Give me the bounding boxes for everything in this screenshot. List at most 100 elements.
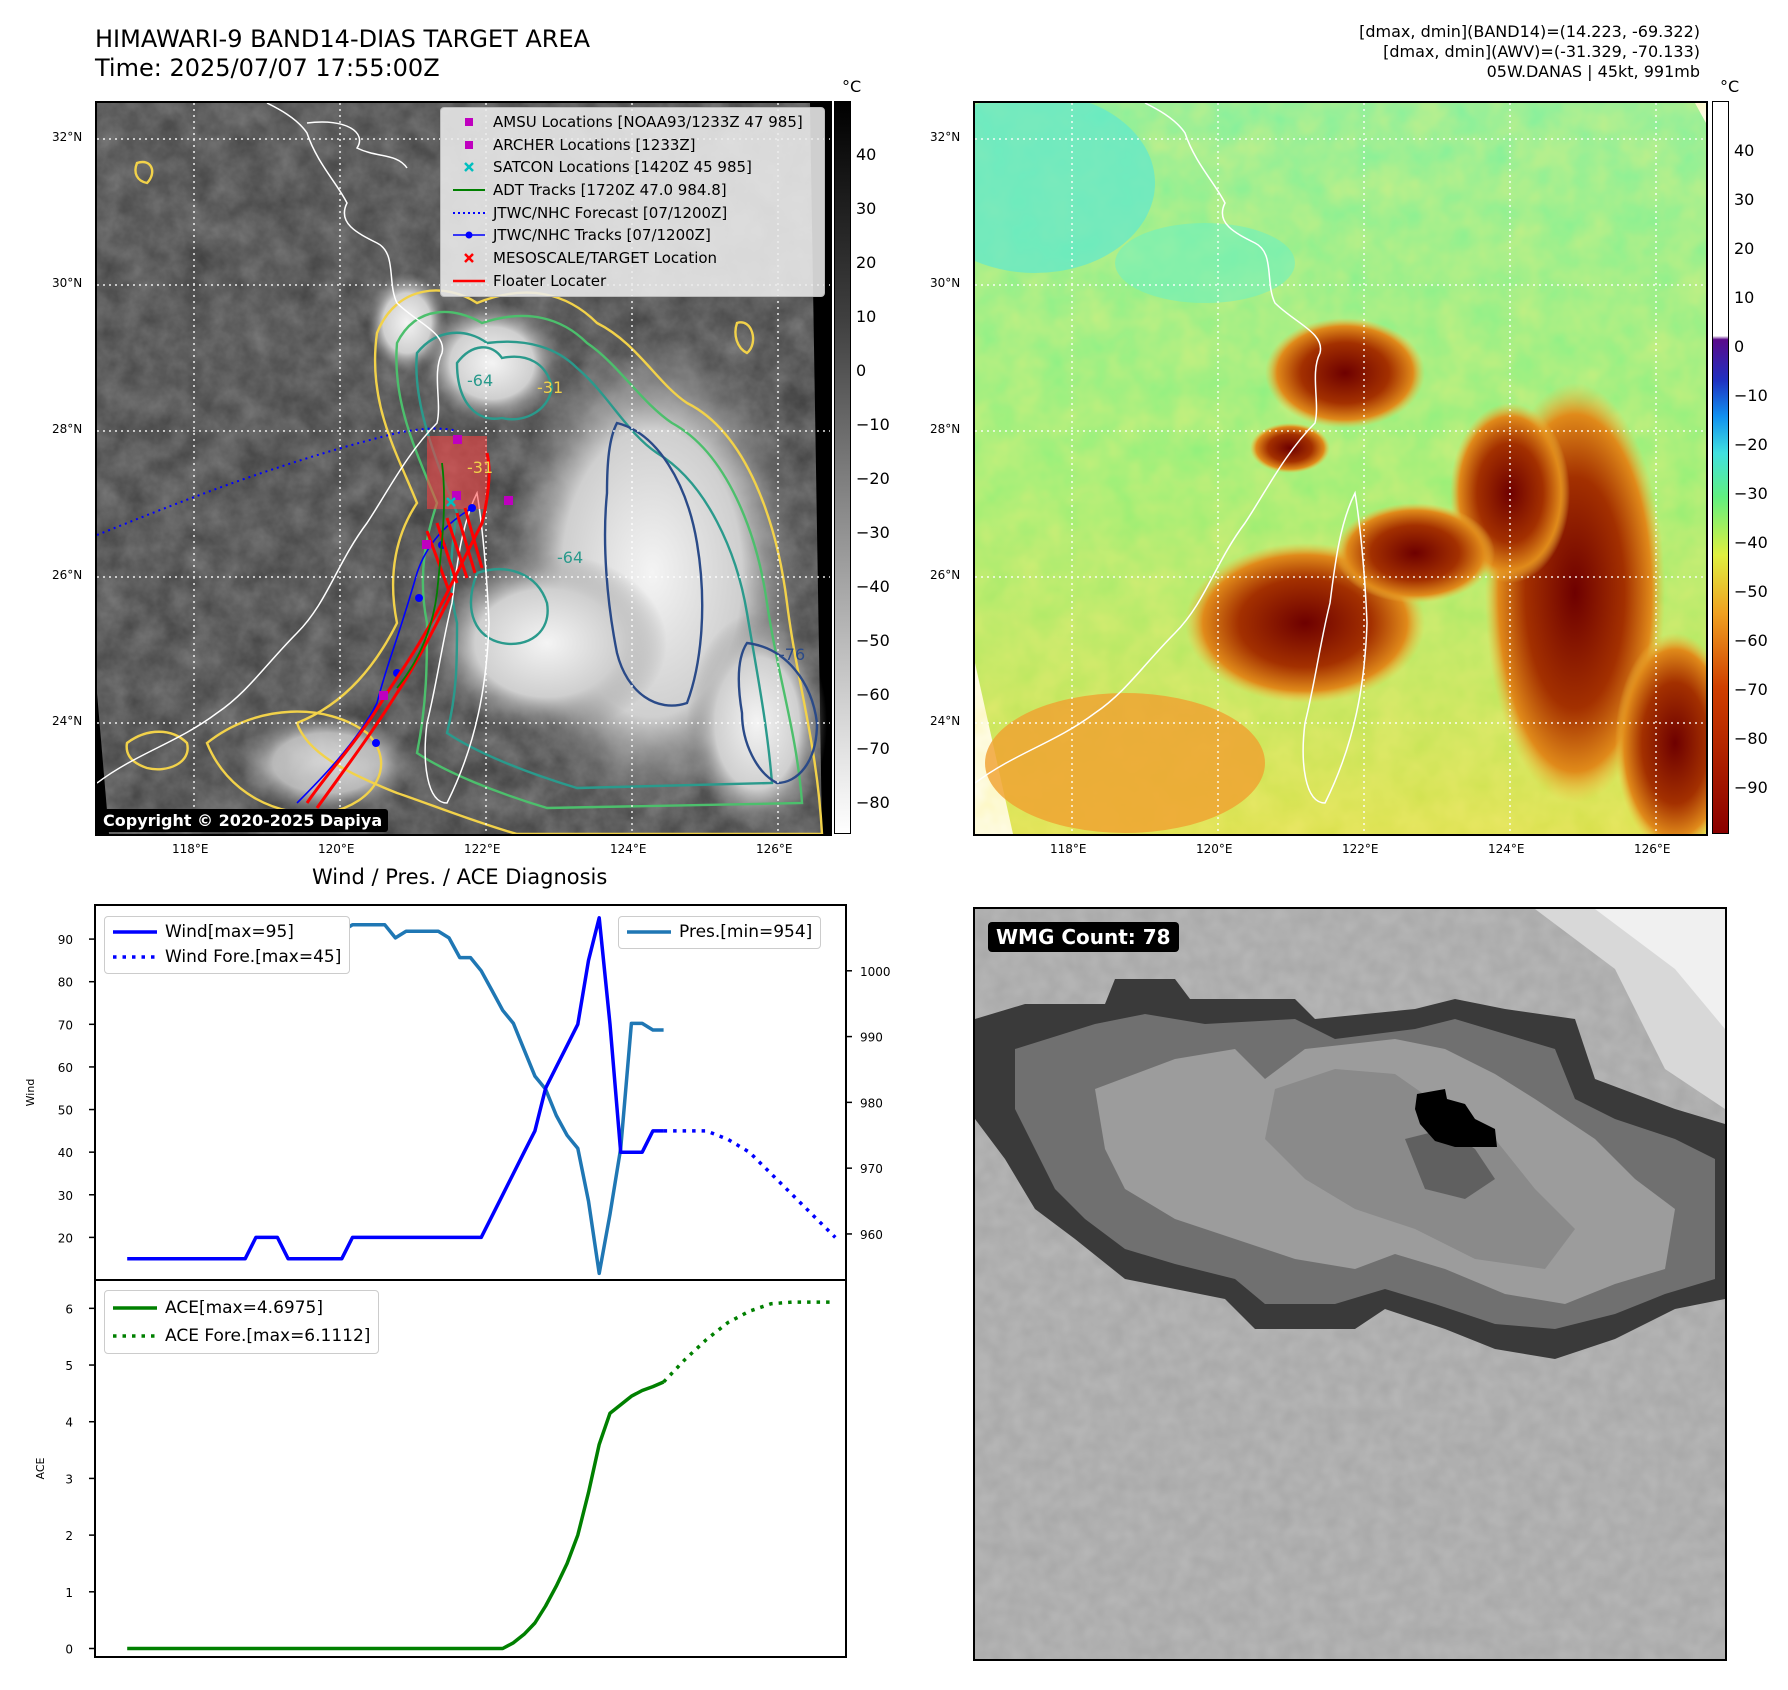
- wind-tick-label: 20: [58, 1231, 73, 1245]
- legend-dotted-icon: [113, 955, 157, 959]
- wv-colorbar: [1712, 101, 1729, 834]
- storm-info-line3: 05W.DANAS | 45kt, 991mb: [1486, 62, 1700, 81]
- lat-label: 26°N: [52, 568, 83, 582]
- lon-label: 124°E: [1488, 842, 1525, 856]
- ace-tick-label: 3: [65, 1472, 73, 1486]
- lat-label: 26°N: [930, 568, 961, 582]
- legend-item: MESOSCALE/TARGET Location: [441, 247, 824, 270]
- colorbar-tick: −60: [1734, 631, 1768, 650]
- legend-item: SATCON Locations [1420Z 45 985]: [441, 156, 824, 179]
- ace-tick-label: 6: [65, 1302, 73, 1316]
- legend-item: ACE[max=4.6975]: [113, 1294, 370, 1322]
- colorbar-tick: 10: [1734, 288, 1755, 307]
- dotted-line-icon: [453, 202, 485, 225]
- wind-tick-label: 60: [58, 1061, 73, 1075]
- colorbar-tick: −80: [1734, 729, 1768, 748]
- pressure-tick-label: 980: [860, 1096, 883, 1110]
- contour-label: -76: [779, 645, 806, 664]
- wmg-count-badge: WMG Count: 78: [988, 922, 1179, 952]
- lat-label: 32°N: [930, 130, 961, 144]
- square-icon: [453, 134, 485, 157]
- lon-label: 126°E: [1634, 842, 1671, 856]
- lon-label: 124°E: [610, 842, 647, 856]
- colorbar-tick: 30: [856, 199, 877, 218]
- colorbar-tick: −70: [856, 739, 890, 758]
- pressure-tick-label: 960: [860, 1228, 883, 1242]
- storm-info: [dmax, dmin](BAND14)=(14.223, -69.322) […: [1359, 22, 1700, 82]
- lon-label: 122°E: [464, 842, 501, 856]
- lon-label: 120°E: [1196, 842, 1233, 856]
- colorbar-tick: −10: [856, 415, 890, 434]
- ace-line: [127, 1380, 665, 1651]
- wmg-panel: WMG Count: 78: [973, 907, 1727, 1661]
- ace-axis-label: ACE: [34, 1457, 47, 1479]
- wind-line: [127, 916, 664, 1261]
- colorbar-tick: 10: [856, 307, 877, 326]
- line-dot-icon: [453, 224, 485, 247]
- lat-label: 28°N: [52, 422, 83, 436]
- colorbar-tick: −90: [1734, 778, 1768, 797]
- lon-label: 120°E: [318, 842, 355, 856]
- legend-line-icon: [627, 930, 671, 934]
- colorbar-tick: −40: [1734, 533, 1768, 552]
- ir-map-panel: -31 -64 -76 -64 -31 AMSU Locations [NOAA…: [95, 101, 832, 836]
- colorbar-unit: °C: [1720, 77, 1740, 96]
- lon-label: 118°E: [1050, 842, 1087, 856]
- legend-item: JTWC/NHC Forecast [07/1200Z]: [441, 202, 824, 225]
- colorbar-tick: −40: [856, 577, 890, 596]
- chart-title-line1: HIMAWARI-9 BAND14-DIAS TARGET AREA: [95, 25, 591, 53]
- ace-tick-label: 4: [65, 1416, 73, 1430]
- legend-item: Pres.[min=954]: [627, 920, 812, 945]
- legend-item: ARCHER Locations [1233Z]: [441, 134, 824, 157]
- legend-item: AMSU Locations [NOAA93/1233Z 47 985]: [441, 111, 824, 134]
- legend-item: ACE Fore.[max=6.1112]: [113, 1322, 370, 1350]
- ace-forecast-line: [662, 1300, 836, 1384]
- colorbar-tick: −30: [1734, 484, 1768, 503]
- colorbar-tick: −50: [856, 631, 890, 650]
- wv-map-panel: [973, 101, 1708, 836]
- ace-legend: ACE[max=4.6975] ACE Fore.[max=6.1112]: [104, 1290, 380, 1354]
- colorbar-tick: 20: [856, 253, 877, 272]
- colorbar-tick: 0: [856, 361, 867, 380]
- contour-label: -31: [467, 458, 494, 477]
- lat-label: 30°N: [52, 276, 83, 290]
- wind-tick-label: 70: [58, 1018, 73, 1032]
- legend-item: Floater Locater: [441, 270, 824, 293]
- ace-tick-label: 0: [65, 1642, 73, 1656]
- wmg-image: [975, 909, 1725, 1659]
- wind-tick-label: 30: [58, 1189, 73, 1203]
- colorbar-tick: 0: [1734, 337, 1745, 356]
- diagnosis-chart: 20304050607080909609709809901000WindPres…: [24, 904, 891, 1658]
- chart-title: HIMAWARI-9 BAND14-DIAS TARGET AREA Time:…: [95, 25, 590, 83]
- storm-info-line1: [dmax, dmin](BAND14)=(14.223, -69.322): [1359, 22, 1700, 41]
- line-icon: [453, 179, 485, 202]
- legend-item: JTWC/NHC Tracks [07/1200Z]: [441, 224, 824, 247]
- colorbar-tick: −50: [1734, 582, 1768, 601]
- colorbar-tick: −20: [856, 469, 890, 488]
- map-legend: AMSU Locations [NOAA93/1233Z 47 985] ARC…: [440, 107, 825, 297]
- wind-tick-label: 90: [58, 933, 73, 947]
- ace-tick-label: 2: [65, 1529, 73, 1543]
- contour-label: -64: [467, 371, 494, 390]
- legend-line-icon: [113, 930, 157, 934]
- legend-line-icon: [113, 1306, 157, 1310]
- wind-legend: Wind[max=95] Wind Fore.[max=45]: [104, 916, 351, 974]
- colorbar-tick: −60: [856, 685, 890, 704]
- legend-item: Wind[max=95]: [113, 920, 341, 945]
- lon-label: 126°E: [756, 842, 793, 856]
- lat-label: 30°N: [930, 276, 961, 290]
- colorbar-tick: −80: [856, 793, 890, 812]
- wind-tick-label: 50: [58, 1104, 73, 1118]
- pressure-tick-label: 990: [860, 1031, 883, 1045]
- contour-label: -31: [537, 378, 564, 397]
- lat-label: 32°N: [52, 130, 83, 144]
- colorbar-tick: −10: [1734, 386, 1768, 405]
- ace-panel: 0 1 2 3 4 5 6 ACE: [34, 1279, 847, 1658]
- lat-label: 28°N: [930, 422, 961, 436]
- diagnosis-title: Wind / Pres. / ACE Diagnosis: [312, 865, 608, 889]
- colorbar-tick: −20: [1734, 435, 1768, 454]
- colorbar-tick: 40: [856, 145, 877, 164]
- legend-item: Wind Fore.[max=45]: [113, 945, 341, 970]
- chart-title-line2: Time: 2025/07/07 17:55:00Z: [95, 54, 440, 82]
- colorbar-tick: −30: [856, 523, 890, 542]
